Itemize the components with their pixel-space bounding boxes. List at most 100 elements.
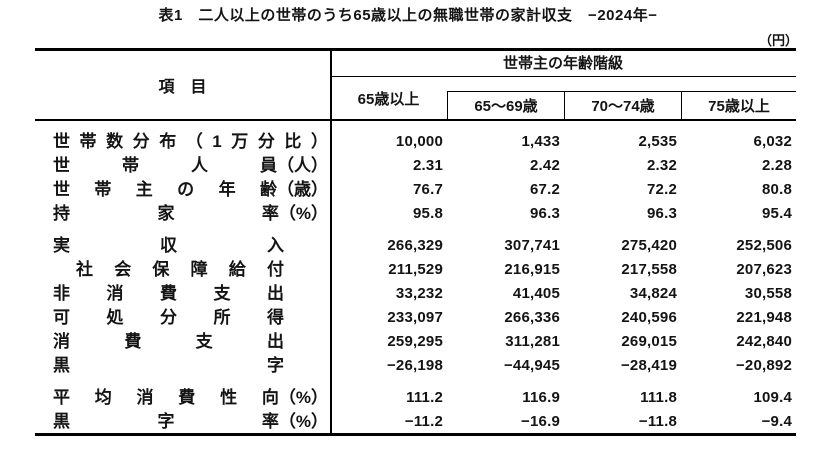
row-label-segment: 帯: [79, 131, 97, 151]
row-value: 76.7: [413, 180, 443, 198]
table-row: 持 家 率（%） 95.8 96.3 96.3 95.4: [35, 201, 796, 225]
row-label-segment: 所: [213, 307, 231, 327]
age-class-columns: 65歳以上 65～69歳 70～74歳 75歳以上: [330, 77, 796, 119]
table-row: 非 消 費 支 出 33,232 41,405 34,824 30,558: [35, 281, 796, 305]
row-value: −11.8: [638, 412, 677, 430]
table-row: 消 費 支 出 259,295 311,281 269,015 242,840: [35, 329, 796, 353]
row-label-segment: 費: [124, 331, 142, 351]
row-value: 111.8: [640, 388, 677, 406]
row-value: 1,433: [521, 132, 560, 150]
row-label-segment: 齢（歳）: [259, 179, 328, 199]
row-label-segment: 持: [53, 203, 70, 223]
row-label-segment: 可: [53, 307, 70, 327]
row-value: 80.8: [762, 180, 792, 198]
table-row: 可 処 分 所 得 233,097 266,336 240,596 221,948: [35, 305, 796, 329]
row-label: 社 会保障給付: [35, 261, 330, 278]
row-value: 116.9: [522, 388, 560, 406]
row-label-segment: 字: [157, 411, 175, 431]
row-label-segment: 年: [218, 179, 236, 199]
row-label: 黒字: [35, 357, 330, 374]
row-label-segment: 人: [191, 155, 208, 175]
row-label-segment: 布: [159, 131, 177, 151]
row-label-segment: 出: [267, 283, 284, 303]
row-value: 41,405: [512, 284, 560, 302]
row-label-segment: 1: [212, 131, 222, 151]
row-value: 95.8: [413, 204, 443, 222]
row-value: 2,535: [638, 132, 677, 150]
table-row: 黒字 −26,198 −44,945 −28,419 −20,892: [35, 353, 796, 377]
row-label-segment: 率（%）: [261, 411, 328, 431]
row-label: 非消費支出: [35, 285, 330, 302]
row-label: 黒 字 率（%）: [35, 413, 330, 430]
row-label-segment: 支: [195, 331, 213, 351]
item-data-divider: [330, 51, 332, 433]
row-value: 111.2: [406, 388, 443, 406]
row-label-segment: ）: [310, 131, 328, 151]
row-value: 233,097: [387, 308, 443, 326]
row-value: −28,419: [620, 356, 677, 374]
row-label-segment: 費: [160, 283, 177, 303]
row-label-segment: 万: [231, 131, 249, 151]
row-label: 世 帯 主 の 年 齢（歳）: [35, 181, 330, 198]
row-value: −16.9: [521, 412, 560, 430]
table-body: 世帯数分布（1 万分比） 10,000 1,433 2,535 6,032 世帯人員（人） 2…: [35, 121, 796, 433]
row-label-segment: 支: [213, 283, 231, 303]
row-label-segment: 帯: [122, 155, 139, 175]
row-value: 266,336: [504, 308, 560, 326]
row-value: 266,329: [387, 236, 443, 254]
row-label-segment: 性: [220, 387, 238, 407]
row-value: 2.32: [647, 156, 677, 174]
row-label-segment: 消: [136, 387, 154, 407]
row-value: 211,529: [388, 260, 443, 278]
row-label-segment: 率（%）: [261, 203, 328, 223]
row-label: 消費支出: [35, 333, 330, 350]
row-label-segment: 出: [266, 331, 284, 351]
column-header-75-plus: 75歳以上: [681, 91, 796, 119]
row-label-segment: 数: [106, 131, 124, 151]
row-label-segment: 分: [257, 131, 275, 151]
row-label-segment: 処: [106, 307, 124, 327]
row-value: 2.31: [413, 156, 443, 174]
row-value: 252,506: [736, 236, 792, 254]
page-title: 表1 二人以上の世帯のうち65歳以上の無職世帯の家計収支 −2024年−: [158, 7, 658, 24]
household-accounts-table: 項 目 世帯主の年齢階級 65歳以上 65～69歳 70～74歳 75歳以上 世…: [35, 48, 796, 436]
table-row: 世帯数分布（1 万分比） 10,000 1,433 2,535 6,032: [35, 129, 796, 153]
row-label-segment: 均: [94, 387, 112, 407]
table-row: 黒 字 率（%） −11.2 −16.9 −11.8 −9.4: [35, 409, 796, 433]
row-label-segment: 家: [157, 203, 175, 223]
unit-label: （円）: [758, 33, 798, 48]
row-label-segment: の: [177, 179, 195, 199]
row-value: 33,232: [395, 284, 443, 302]
item-column-header: 項 目: [158, 79, 207, 96]
row-label-segment: 分: [160, 307, 177, 327]
row-label-segment: 世: [53, 179, 70, 199]
row-value: 95.4: [762, 204, 792, 222]
row-label: 可処分所得: [35, 309, 330, 326]
row-label: 平 均 消 費 性 向（%）: [35, 389, 330, 406]
row-value: −9.4: [761, 412, 792, 430]
row-value: 307,741: [504, 236, 560, 254]
row-label-segment: 世: [53, 155, 70, 175]
row-value: 109.4: [753, 388, 792, 406]
table-row: 世 帯 主 の 年 齢（歳） 76.7 67.2 72.2 80.8: [35, 177, 796, 201]
column-header-total: 65歳以上: [357, 90, 420, 108]
row-value: 275,420: [621, 236, 677, 254]
row-value: 34,824: [629, 284, 677, 302]
row-label-segment: 非: [53, 283, 70, 303]
row-value: 259,295: [387, 332, 443, 350]
row-value: 72.2: [647, 180, 677, 198]
row-label: 世帯数分布（1 万分比）: [35, 133, 330, 150]
row-value: −20,892: [735, 356, 792, 374]
row-label-segment: 入: [267, 235, 284, 255]
row-value: 242,840: [736, 332, 792, 350]
row-label-segment: 主: [135, 179, 153, 199]
row-value: −44,945: [503, 356, 560, 374]
row-value: 2.28: [762, 156, 792, 174]
row-label-segment: 会: [114, 259, 132, 279]
row-value: 216,915: [504, 260, 560, 278]
row-label-segment: 向（%）: [261, 387, 328, 407]
row-value: 240,596: [621, 308, 677, 326]
row-value: 311,281: [505, 332, 560, 350]
row-label-segment: 消: [106, 283, 124, 303]
